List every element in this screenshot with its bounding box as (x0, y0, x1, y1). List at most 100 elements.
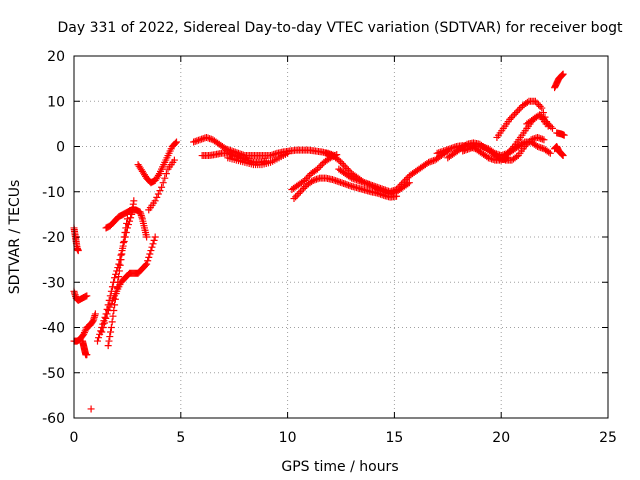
data-point-mid-3 (336, 158, 344, 166)
y-tick-label: -40 (42, 321, 65, 337)
data-point-ramp-1 (127, 214, 135, 222)
data-point-ramp-3 (102, 314, 110, 322)
data-point-mid-2 (301, 176, 309, 184)
data-point-ramp-2 (122, 224, 130, 232)
y-tick-label: -50 (42, 366, 65, 382)
data-point-mid-1 (300, 184, 308, 192)
data-point-late-2 (540, 136, 548, 144)
data-point-mid-3 (423, 159, 431, 167)
data-point-ramp-1 (95, 334, 103, 342)
data-point-mid-4 (372, 184, 380, 192)
data-point-ramp-2 (123, 215, 131, 223)
data-point-late-4 (507, 114, 515, 122)
y-axis-label: SDTVAR / TECUs (7, 180, 23, 295)
data-point-late-5 (546, 149, 554, 157)
data-point-mid-1 (292, 193, 300, 201)
data-point-late-4 (523, 98, 531, 106)
data-point-ramp-1 (115, 260, 123, 268)
x-tick-label: 20 (492, 430, 510, 446)
data-point-ramp-3 (150, 236, 158, 244)
plot-frame (73, 55, 609, 419)
data-point-late-4 (536, 102, 544, 110)
data-point-early-c (80, 330, 88, 338)
y-tick-label: 20 (47, 49, 65, 65)
data-point-ramp-2 (116, 261, 124, 269)
data-point-mid-1 (290, 195, 298, 203)
data-point-ramp-2 (119, 244, 127, 252)
x-tick-label: 15 (385, 430, 403, 446)
data-point-ramp-2 (117, 256, 125, 264)
data-point-ramp-4 (143, 233, 151, 241)
data-point-mid-1 (308, 178, 316, 186)
chart-title: Day 331 of 2022, Sidereal Day-to-day VTE… (57, 20, 623, 36)
data-point-late-6 (547, 123, 555, 131)
data-point-late-6 (539, 114, 547, 122)
data-point-late-5 (545, 148, 553, 156)
data-point-ramp-5 (173, 138, 181, 146)
data-point-late-4 (533, 99, 541, 107)
data-point-tail-1 (560, 131, 568, 139)
data-point-ramp-1 (130, 197, 138, 205)
data-point-early-c (80, 329, 88, 337)
data-point-ramp-3 (104, 307, 112, 315)
data-point-ramp-3 (98, 328, 106, 336)
data-point-ramp-2 (121, 228, 129, 236)
data-point-ramp-2 (109, 312, 117, 320)
data-point-ramp-3 (107, 300, 115, 308)
y-tick-label: -20 (42, 230, 65, 246)
data-point-late-6 (544, 119, 552, 127)
y-tick-label: -60 (42, 411, 65, 427)
x-axis-label: GPS time / hours (281, 459, 398, 475)
data-point-outlier (87, 405, 95, 413)
data-point-tail-2 (559, 152, 567, 160)
data-point-ramp-3 (148, 243, 156, 251)
data-point-mid-2 (314, 165, 322, 173)
data-point-late-1 (483, 153, 491, 161)
data-point-early-a (74, 247, 82, 255)
data-point-late-6 (536, 111, 544, 119)
data-point-ramp-3 (147, 247, 155, 255)
data-point-late-6 (537, 113, 545, 121)
data-point-mid-1 (295, 189, 303, 197)
data-point-mid-3 (343, 165, 351, 173)
data-point-mid-2 (304, 173, 312, 181)
data-point-ramp-2 (118, 250, 126, 258)
data-point-mid-4 (405, 179, 413, 187)
data-point-mid-4 (404, 180, 412, 188)
x-tick-label: 25 (599, 430, 617, 446)
data-point-ramp-2 (115, 267, 123, 275)
data-point-late-4 (512, 109, 520, 117)
data-point-ramp-2 (104, 342, 112, 350)
data-point-mid-1 (296, 188, 304, 196)
data-point-ramp-2 (120, 233, 128, 241)
data-point-late-4 (511, 110, 519, 118)
data-point-late-3 (489, 148, 497, 156)
data-point-ramp-3 (142, 261, 150, 269)
data-point-ramp-1 (108, 283, 116, 291)
data-point-early-b (83, 292, 91, 300)
data-point-ramp-2 (107, 328, 115, 336)
ticks: 0 5 10 15 20 25 -60 -50 -40 -30 -20 -10 0 10 20 (42, 49, 617, 446)
data-point-ramp-3 (99, 324, 107, 331)
data-point-mid-1 (298, 186, 306, 194)
y-tick-label: -10 (42, 185, 65, 201)
data-point-ramp-3 (151, 233, 159, 241)
data-point-ramp-2 (108, 318, 116, 326)
data-point-ramp-5 (154, 171, 162, 179)
data-point-late-6 (540, 116, 548, 124)
y-tick-label: 10 (47, 94, 65, 110)
data-point-late-4 (515, 105, 523, 113)
data-point-late-2 (513, 153, 521, 161)
data-point-mid-1 (293, 191, 301, 199)
data-point-ramp-1 (111, 274, 119, 282)
data-point-ramp-3 (145, 253, 153, 261)
data-point-mid-2 (302, 175, 310, 183)
y-tick-label: -30 (42, 275, 65, 291)
data-point-ramp-6 (162, 170, 170, 178)
data-point-mid-3 (340, 161, 348, 169)
data-point-ramp-3 (103, 310, 111, 318)
data-point-ramp-6 (159, 179, 167, 187)
data-point-late-6 (542, 118, 550, 126)
data-point-mid-4 (346, 173, 354, 181)
